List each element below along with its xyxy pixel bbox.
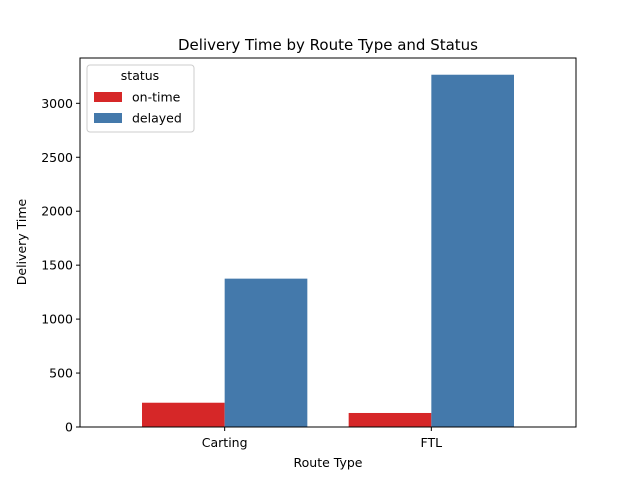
x-axis-label: Route Type bbox=[294, 455, 363, 470]
y-tick-label: 0 bbox=[65, 420, 73, 435]
y-tick-label: 500 bbox=[49, 366, 73, 381]
y-axis-ticks: 0 500 1000 1500 2000 2500 3000 bbox=[41, 96, 80, 435]
x-tick-label: FTL bbox=[421, 435, 443, 450]
legend: status on-time delayed bbox=[86, 64, 195, 133]
legend-swatch-on-time bbox=[94, 92, 122, 102]
y-axis-label: Delivery Time bbox=[14, 198, 29, 285]
x-tick-label: Carting bbox=[202, 435, 248, 450]
legend-title: status bbox=[121, 68, 159, 83]
chart-title: Delivery Time by Route Type and Status bbox=[178, 36, 478, 54]
bar-delayed-ftl bbox=[431, 74, 514, 427]
bar-on-time-carting bbox=[142, 402, 225, 427]
plot-frame bbox=[79, 57, 577, 428]
bars-group bbox=[142, 74, 514, 427]
y-tick-label: 2000 bbox=[41, 204, 73, 219]
y-tick-label: 1000 bbox=[41, 312, 73, 327]
y-tick-label: 3000 bbox=[41, 96, 73, 111]
bar-delayed-carting bbox=[224, 278, 308, 427]
bar-on-time-ftl bbox=[348, 412, 432, 427]
legend-label-on-time: on-time bbox=[132, 90, 181, 105]
x-axis-ticks: Carting FTL bbox=[202, 427, 442, 450]
y-tick-label: 2500 bbox=[41, 150, 73, 165]
legend-items: on-time delayed bbox=[94, 90, 182, 126]
legend-swatch-delayed bbox=[94, 113, 122, 123]
legend-label-delayed: delayed bbox=[132, 111, 182, 126]
y-tick-label: 1500 bbox=[41, 258, 73, 273]
